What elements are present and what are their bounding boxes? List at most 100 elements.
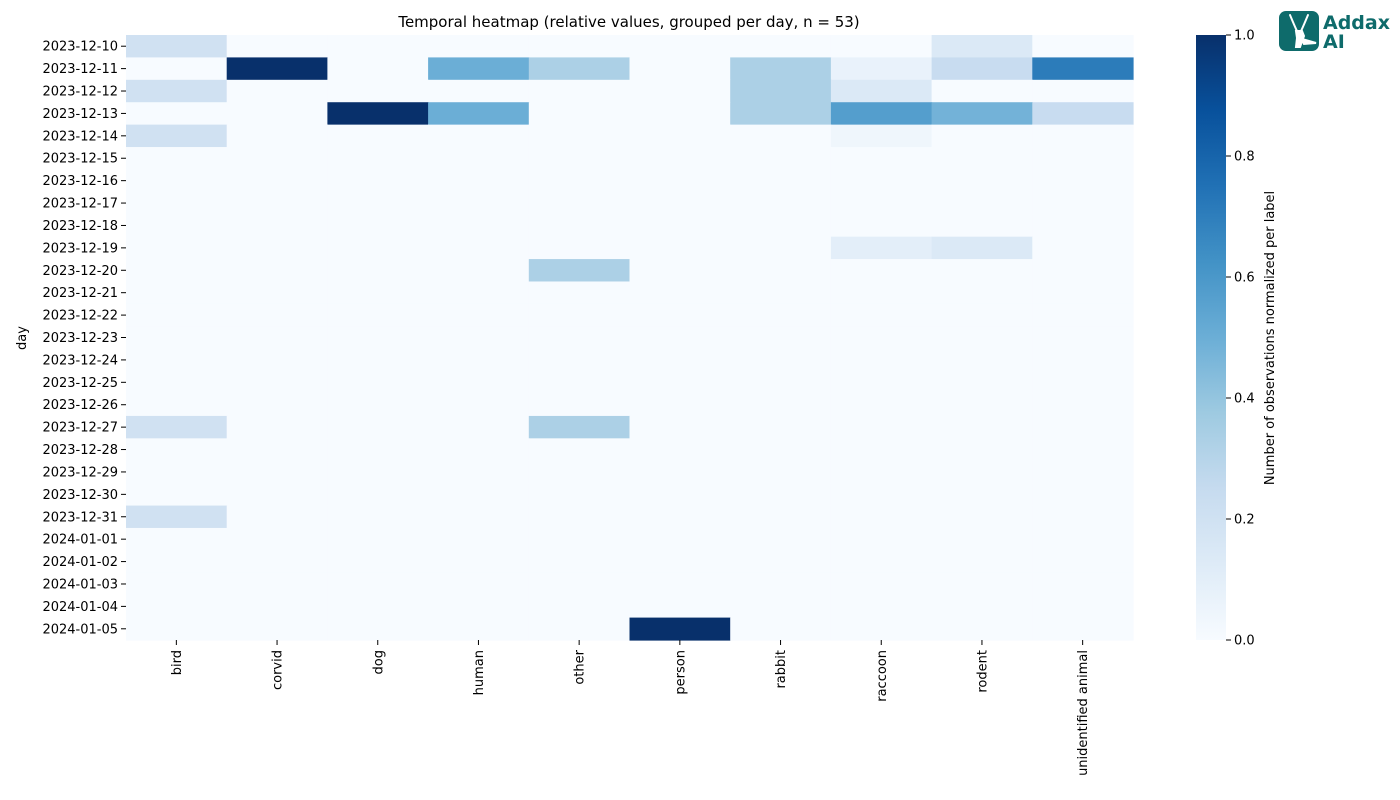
heatmap-cell — [528, 371, 631, 395]
heatmap-cell — [428, 527, 530, 551]
heatmap-cell — [931, 572, 1033, 596]
heatmap-cell — [730, 348, 832, 372]
heatmap-cell — [126, 281, 228, 305]
heatmap-cell — [1032, 527, 1134, 551]
colorbar-tick-label: 0.6 — [1234, 271, 1255, 286]
heatmap-cell — [830, 102, 933, 126]
heatmap-cell — [1032, 371, 1134, 395]
heatmap-cell — [830, 617, 933, 641]
heatmap-cell — [1032, 393, 1134, 417]
heatmap-cell — [1032, 550, 1134, 574]
x-tick-label: other — [573, 649, 588, 684]
heatmap-cell — [730, 102, 832, 126]
heatmap-cell — [931, 214, 1033, 238]
colorbar-gradient — [1196, 35, 1226, 640]
heatmap-cell — [226, 348, 328, 372]
heatmap-cell — [629, 57, 731, 81]
heatmap-cell — [327, 527, 429, 551]
heatmap-cell — [428, 393, 530, 417]
heatmap-cell — [327, 102, 429, 126]
heatmap-cell — [830, 438, 933, 462]
heatmap-cell — [428, 214, 530, 238]
heatmap-cell — [931, 460, 1033, 484]
heatmap-cell — [428, 281, 530, 305]
y-tick-label: 2024-01-04 — [42, 600, 118, 615]
heatmap-cell — [226, 35, 328, 59]
heatmap-cell — [327, 505, 429, 529]
heatmap-cell — [327, 415, 429, 439]
heatmap-cell — [629, 236, 731, 260]
x-tick-label: rabbit — [774, 650, 789, 689]
heatmap-cell — [1032, 483, 1134, 507]
heatmap-cell — [528, 483, 631, 507]
heatmap-cell — [730, 572, 832, 596]
heatmap-cell — [1032, 303, 1134, 327]
heatmap-cell — [428, 326, 530, 350]
colorbar-tick-label: 0.0 — [1234, 634, 1255, 649]
heatmap-cell — [830, 281, 933, 305]
heatmap-cell — [226, 617, 328, 641]
heatmap-cell — [830, 460, 933, 484]
heatmap-cell — [528, 303, 631, 327]
x-tick-label: dog — [371, 650, 386, 674]
x-tick-label: unidentified animal — [1076, 650, 1091, 776]
heatmap-cell — [327, 393, 429, 417]
heatmap-cell — [528, 348, 631, 372]
heatmap-cell — [830, 550, 933, 574]
heatmap-cell — [126, 147, 228, 171]
heatmap-cell — [126, 550, 228, 574]
heatmap-cell — [226, 326, 328, 350]
heatmap-cell — [1032, 214, 1134, 238]
heatmap-cell — [830, 191, 933, 215]
heatmap-cell — [528, 169, 631, 193]
heatmap-cell — [428, 169, 530, 193]
heatmap-cell — [830, 147, 933, 171]
heatmap-cell — [931, 79, 1033, 103]
heatmap-cell — [126, 303, 228, 327]
heatmap-cell — [528, 415, 631, 439]
heatmap-cell — [730, 438, 832, 462]
heatmap-cell — [428, 124, 530, 148]
heatmap-cell — [830, 303, 933, 327]
y-tick-label: 2023-12-28 — [42, 443, 118, 458]
heatmap-cell — [126, 348, 228, 372]
heatmap-cell — [931, 35, 1033, 59]
y-tick-label: 2023-12-21 — [42, 286, 118, 301]
heatmap-cell — [528, 102, 631, 126]
x-tick-label: person — [673, 650, 688, 695]
heatmap-cell — [528, 259, 631, 283]
heatmap-cell — [126, 527, 228, 551]
y-tick-label: 2023-12-23 — [42, 331, 118, 346]
addax-antelope-icon — [1289, 14, 1317, 48]
y-tick-label: 2023-12-22 — [42, 309, 118, 324]
x-tick-label: corvid — [271, 650, 286, 690]
heatmap-cell — [528, 281, 631, 305]
heatmap-cell — [226, 505, 328, 529]
y-tick-label: 2023-12-10 — [42, 40, 118, 55]
chart-title: Temporal heatmap (relative values, group… — [397, 13, 859, 31]
heatmap-cell — [226, 371, 328, 395]
heatmap-cell — [629, 572, 731, 596]
heatmap-cell — [226, 595, 328, 619]
heatmap-cell — [730, 259, 832, 283]
heatmap-cell — [528, 572, 631, 596]
y-tick-label: 2023-12-15 — [42, 152, 118, 167]
heatmap-cell — [730, 191, 832, 215]
heatmap-cell — [830, 169, 933, 193]
y-axis-label: day — [15, 326, 30, 350]
heatmap-cell — [730, 483, 832, 507]
heatmap-cell — [931, 348, 1033, 372]
y-tick-label: 2023-12-13 — [42, 107, 118, 122]
heatmap-cell — [327, 438, 429, 462]
heatmap-cell — [327, 303, 429, 327]
heatmap-cell — [428, 303, 530, 327]
heatmap-cell — [1032, 617, 1134, 641]
heatmap-cell — [428, 236, 530, 260]
heatmap-cell — [830, 57, 933, 81]
heatmap-cell — [327, 617, 429, 641]
heatmap-cell — [226, 214, 328, 238]
colorbar-tick-label: 1.0 — [1234, 29, 1255, 44]
y-tick-label: 2023-12-25 — [42, 376, 118, 391]
heatmap-cell — [126, 505, 228, 529]
colorbar-ticks: 0.0 0.2 0.4 0.6 0.8 1.0 — [1226, 29, 1255, 649]
